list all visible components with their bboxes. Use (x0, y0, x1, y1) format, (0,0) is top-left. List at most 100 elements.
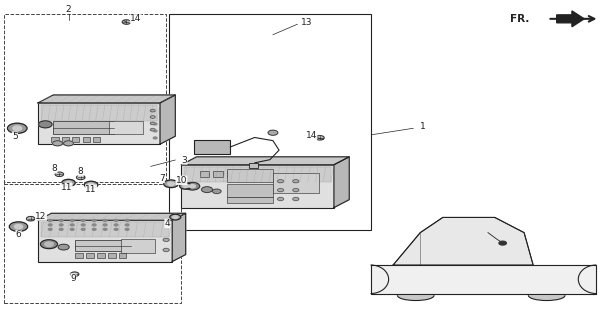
Text: 7: 7 (159, 174, 165, 183)
Circle shape (114, 224, 118, 226)
Circle shape (213, 189, 221, 194)
Circle shape (59, 220, 63, 221)
Circle shape (153, 130, 157, 132)
Circle shape (104, 224, 107, 226)
Bar (213, 171, 223, 177)
Circle shape (82, 228, 85, 230)
Bar (181, 165, 334, 208)
Bar (4, 14, 166, 184)
Circle shape (278, 188, 284, 192)
Circle shape (316, 136, 324, 140)
Bar (75, 253, 83, 258)
Circle shape (189, 185, 196, 188)
Bar (109, 122, 143, 134)
Circle shape (82, 220, 85, 221)
Text: 8: 8 (51, 164, 58, 173)
Polygon shape (38, 213, 186, 220)
Circle shape (278, 197, 284, 201)
Circle shape (40, 240, 58, 249)
Circle shape (150, 122, 155, 124)
Polygon shape (393, 217, 533, 265)
Text: 4: 4 (164, 219, 170, 228)
Circle shape (93, 228, 96, 230)
Bar (75, 240, 131, 251)
Bar (93, 137, 101, 142)
Polygon shape (334, 157, 349, 208)
Circle shape (70, 224, 74, 226)
Bar (41, 105, 157, 122)
Bar (83, 137, 90, 142)
Circle shape (114, 220, 118, 221)
Text: 9: 9 (70, 274, 76, 283)
Text: 6: 6 (15, 230, 21, 239)
Circle shape (48, 224, 52, 226)
Circle shape (64, 141, 74, 146)
Text: 13: 13 (301, 18, 312, 27)
Circle shape (170, 214, 181, 220)
Circle shape (93, 220, 96, 221)
Bar (97, 253, 104, 258)
Text: 5: 5 (12, 132, 18, 141)
Ellipse shape (397, 290, 434, 300)
Circle shape (62, 179, 75, 186)
Circle shape (202, 187, 213, 192)
Circle shape (114, 228, 118, 230)
Circle shape (150, 109, 155, 112)
Circle shape (85, 181, 98, 188)
Circle shape (104, 220, 107, 221)
Bar (38, 220, 172, 261)
Bar (53, 122, 114, 134)
Circle shape (125, 228, 129, 230)
Circle shape (48, 228, 52, 230)
Circle shape (153, 137, 157, 139)
Text: 14: 14 (306, 131, 317, 140)
Bar (227, 169, 273, 182)
Bar (227, 197, 273, 203)
Bar (4, 182, 181, 303)
Text: 12: 12 (36, 212, 47, 221)
Circle shape (14, 224, 23, 229)
Circle shape (499, 241, 506, 245)
Circle shape (268, 130, 278, 135)
Bar (86, 253, 94, 258)
Circle shape (70, 228, 74, 230)
Text: 14: 14 (130, 14, 142, 23)
Circle shape (58, 244, 69, 250)
Circle shape (183, 185, 188, 188)
Circle shape (164, 180, 178, 188)
Bar (38, 103, 160, 144)
Bar (62, 137, 69, 142)
Circle shape (293, 197, 299, 201)
Circle shape (55, 172, 64, 177)
Circle shape (163, 248, 169, 252)
Bar (194, 140, 230, 154)
Text: 1: 1 (419, 122, 425, 131)
Bar (248, 164, 258, 168)
Text: 3: 3 (181, 156, 188, 164)
Text: 2: 2 (66, 5, 71, 14)
Polygon shape (172, 213, 186, 261)
Bar (227, 171, 237, 177)
Circle shape (153, 123, 157, 125)
Bar (118, 253, 126, 258)
Bar (107, 253, 115, 258)
Ellipse shape (528, 290, 565, 300)
Circle shape (13, 126, 21, 131)
Circle shape (150, 128, 155, 131)
Circle shape (122, 20, 131, 24)
Circle shape (59, 228, 63, 230)
Circle shape (48, 220, 52, 221)
Bar (51, 137, 59, 142)
Bar (185, 167, 331, 182)
Circle shape (125, 224, 129, 226)
Bar (227, 184, 273, 197)
Text: FR.: FR. (510, 14, 529, 24)
Circle shape (104, 228, 107, 230)
Circle shape (180, 183, 192, 189)
Circle shape (168, 182, 174, 186)
Circle shape (26, 216, 35, 221)
Polygon shape (38, 95, 175, 103)
Bar (72, 137, 80, 142)
Text: 10: 10 (176, 176, 187, 185)
Bar (273, 173, 319, 193)
